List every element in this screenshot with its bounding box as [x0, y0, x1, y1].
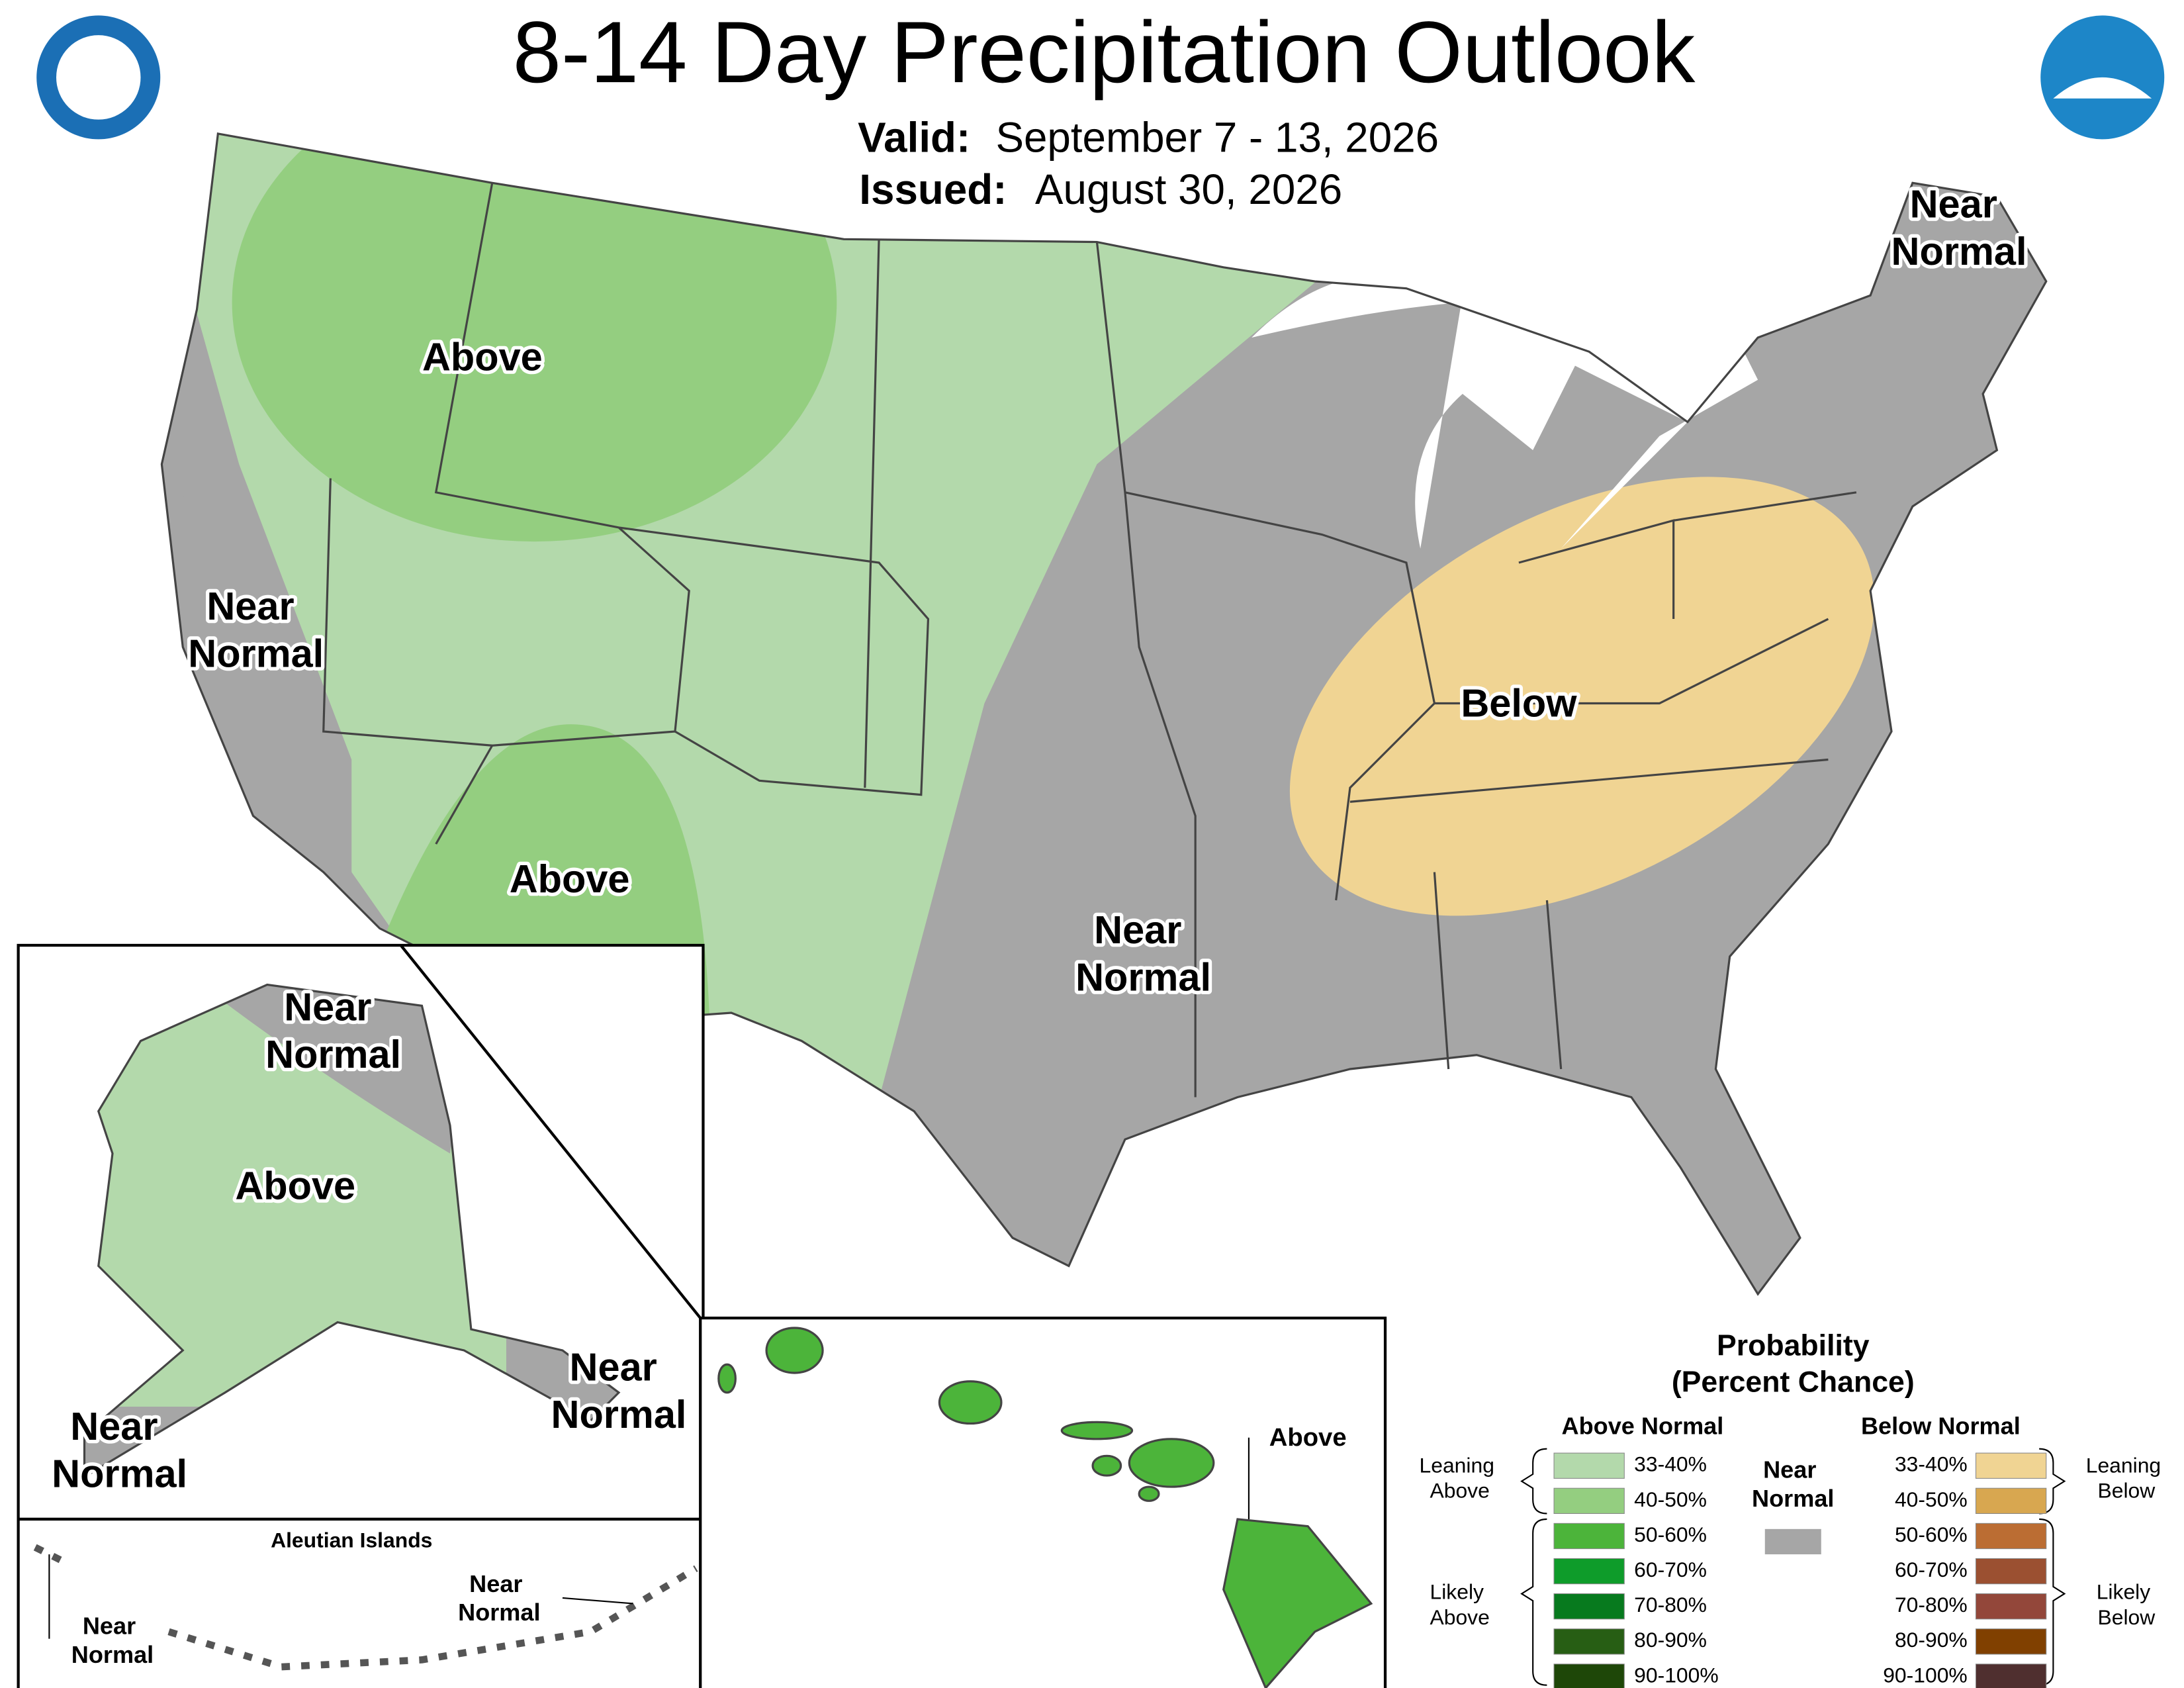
legend-item-label: 40-50% — [1895, 1487, 1968, 1511]
commerce-logo-inner — [56, 35, 141, 120]
legend-item-label: 33-40% — [1895, 1452, 1968, 1476]
legend-swatch — [1553, 1664, 1625, 1688]
legend-swatch — [1975, 1452, 2047, 1479]
title: 8-14 Day Precipitation Outlook — [513, 3, 1696, 101]
legend-swatch — [1975, 1487, 2047, 1514]
legend-swatch — [1553, 1452, 1625, 1479]
legend-heading: Below Normal — [1861, 1412, 2021, 1439]
legend-item-label: 90-100% — [1883, 1663, 1968, 1687]
bracket-label: Leaning Below — [2086, 1454, 2167, 1503]
region-label: Near Normal — [1075, 908, 1211, 999]
issued-value: August 30, 2026 — [1035, 165, 1342, 213]
valid-value: September 7 - 13, 2026 — [995, 113, 1439, 161]
region-label: Near Normal — [1891, 181, 2027, 273]
above-nw-area — [232, 133, 837, 542]
legend-swatch — [1975, 1664, 2047, 1688]
alaska-border — [83, 983, 621, 1479]
legend-swatch — [1553, 1628, 1625, 1655]
legend-item-label: 33-40% — [1634, 1452, 1707, 1476]
legend-subtitle: (Percent Chance) — [1672, 1366, 1915, 1399]
legend-near-label: Near Normal — [1752, 1456, 1834, 1511]
legend-heading: Above Normal — [1562, 1412, 1724, 1439]
valid-label: Valid: — [858, 113, 970, 161]
legend-swatch — [1975, 1523, 2047, 1550]
issued-label: Issued: — [859, 165, 1007, 213]
aleutian-title: Aleutian Islands — [271, 1528, 432, 1552]
legend: Probability (Percent Chance) Above Norma… — [1420, 1330, 2167, 1688]
region-label: Near Normal — [551, 1344, 686, 1436]
region-label: Below — [1461, 680, 1577, 725]
legend-item-label: 40-50% — [1634, 1487, 1707, 1511]
state-lines — [322, 183, 1857, 1098]
noaa-logo-bird — [2053, 77, 2152, 99]
legend-item-label: 50-60% — [1895, 1523, 1968, 1546]
inset-connector — [399, 944, 702, 1319]
region-label: Near Normal — [265, 984, 401, 1076]
legend-item-label: 70-80% — [1634, 1593, 1707, 1617]
aleutian-label: Near Normal — [458, 1570, 540, 1625]
legend-item-label: 60-70% — [1895, 1558, 1968, 1581]
legend-swatch — [1553, 1487, 1625, 1514]
aleutian-label: Near Normal — [71, 1612, 154, 1667]
region-label: Near Normal — [188, 584, 324, 675]
legend-item-label: 60-70% — [1634, 1558, 1707, 1581]
near-normal-ne — [1870, 211, 2046, 366]
region-label: Near Normal — [52, 1404, 187, 1495]
legend-swatch — [1975, 1628, 2047, 1655]
pointer — [562, 1597, 633, 1605]
legend-item-label: 90-100% — [1634, 1663, 1719, 1687]
region-label: Above — [422, 335, 543, 379]
hawaii-islands — [717, 1327, 1373, 1688]
legend-brackets — [1520, 1448, 2066, 1686]
legend-swatch — [1553, 1523, 1625, 1550]
legend-title: Probability — [1717, 1330, 1870, 1362]
bracket-label: Likely Below — [2097, 1580, 2156, 1629]
legend-item-label: 80-90% — [1895, 1628, 1968, 1652]
region-label: Above — [510, 857, 630, 901]
bracket-label: Likely Above — [1430, 1580, 1489, 1629]
alaska-near-normal — [183, 984, 478, 1154]
legend-swatch — [1553, 1593, 1625, 1620]
below-area — [1289, 477, 1875, 916]
aleutian-islands — [33, 1544, 698, 1671]
legend-swatch — [1975, 1593, 2047, 1620]
hawaii-label: Above — [1269, 1423, 1347, 1452]
legend-swatch — [1764, 1528, 1821, 1555]
bracket-label: Leaning Above — [1420, 1454, 1500, 1503]
legend-item-label: 80-90% — [1634, 1628, 1707, 1652]
region-label: Above — [235, 1163, 355, 1207]
legend-swatch — [1553, 1558, 1625, 1585]
legend-item-label: 50-60% — [1634, 1523, 1707, 1546]
legend-item-label: 70-80% — [1895, 1593, 1968, 1617]
legend-swatch — [1975, 1558, 2047, 1585]
